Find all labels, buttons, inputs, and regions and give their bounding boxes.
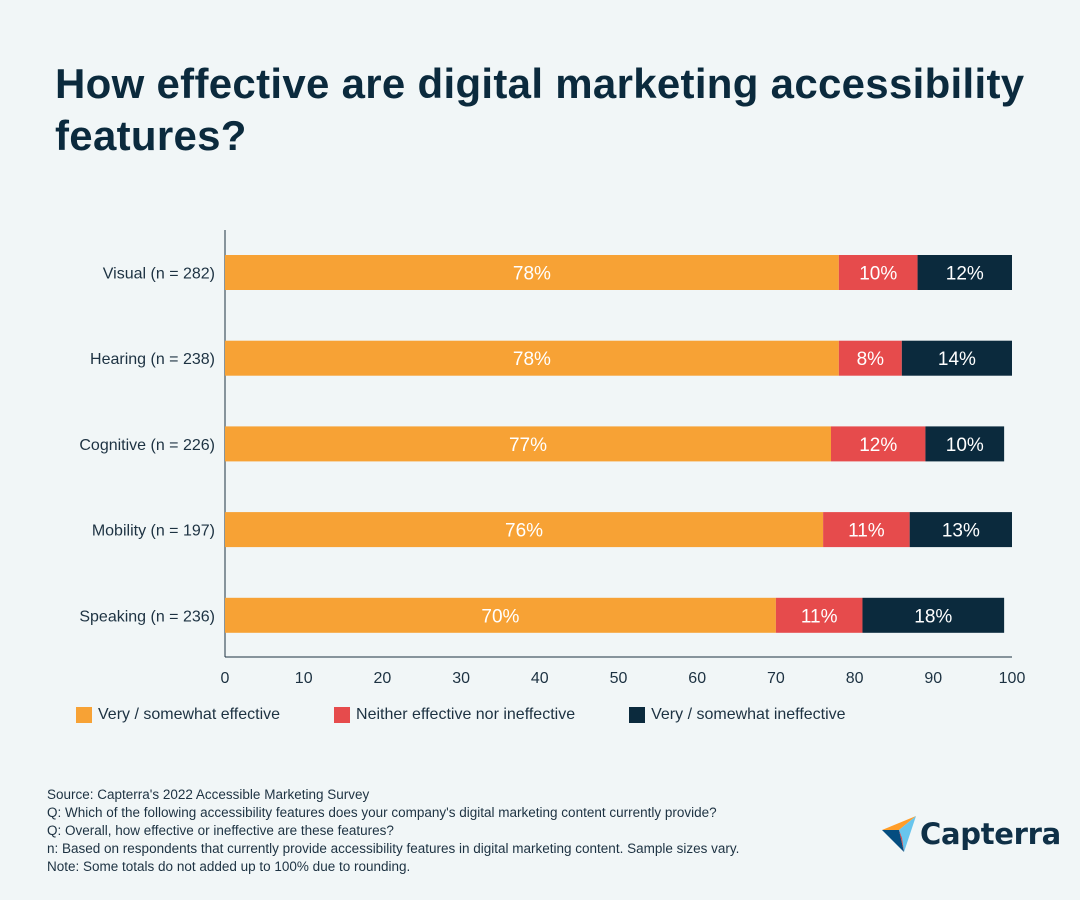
bar-segment <box>838 340 902 376</box>
data-label: 8% <box>857 349 885 370</box>
legend-swatch-ineffective <box>629 707 646 723</box>
bar-segment <box>775 597 863 633</box>
x-tick-label: 30 <box>452 670 470 687</box>
category-label: Cognitive (n = 226) <box>79 437 215 454</box>
data-label: 10% <box>859 264 897 285</box>
data-label: 78% <box>513 264 551 285</box>
bar-segment <box>225 340 839 376</box>
legend-label-effective: Very / somewhat effective <box>98 706 281 723</box>
bar-segment <box>830 426 926 462</box>
bar-segment <box>225 426 831 462</box>
data-label: 78% <box>513 349 551 370</box>
footer-question-2: Q: Overall, how effective or ineffective… <box>47 823 394 838</box>
category-label: Visual (n = 282) <box>103 266 215 283</box>
bar-segment <box>862 597 1005 633</box>
stacked-bar-chart: 0 10 20 30 40 50 60 70 80 90 100 Visual (n = 282) 78… <box>79 230 1026 687</box>
data-label: 76% <box>505 521 543 542</box>
bar-segment <box>917 255 1012 290</box>
data-label: 12% <box>946 264 984 285</box>
data-label: 70% <box>481 606 519 627</box>
bar-segment <box>225 512 824 548</box>
footer-notes: Source: Capterra's 2022 Accessible Marke… <box>47 786 739 876</box>
data-label: 10% <box>946 435 984 456</box>
data-label: 11% <box>848 521 885 542</box>
capterra-logo: Capterra <box>882 816 1061 852</box>
x-tick-label: 60 <box>688 670 706 687</box>
bar-segment <box>838 255 918 290</box>
bar-segment <box>823 512 910 548</box>
chart-title: How effective are digital marketing acce… <box>55 60 1025 159</box>
x-tick-label: 10 <box>295 670 313 687</box>
legend: Very / somewhat effective Neither effect… <box>76 706 900 724</box>
x-tick-label: 40 <box>531 670 549 687</box>
x-tick-label: 50 <box>610 670 628 687</box>
legend-label-neither: Neither effective nor ineffective <box>356 706 576 723</box>
data-label: 77% <box>509 435 547 456</box>
legend-item-neither: Neither effective nor ineffective <box>334 706 575 724</box>
legend-item-ineffective: Very / somewhat ineffective <box>629 706 846 724</box>
category-label: Hearing (n = 238) <box>90 351 215 368</box>
capterra-arrow-icon <box>882 816 916 852</box>
footer-sample-note: n: Based on respondents that currently p… <box>47 841 740 856</box>
data-label: 14% <box>938 349 976 370</box>
legend-swatch-effective <box>76 707 92 723</box>
x-tick-label: 20 <box>374 670 392 687</box>
x-tick-label: 70 <box>767 670 785 687</box>
bar-segment <box>901 340 1012 376</box>
data-label: 18% <box>914 606 952 627</box>
x-tick-label: 0 <box>221 670 230 687</box>
data-label: 11% <box>801 606 838 627</box>
x-tick-label: 80 <box>846 670 864 687</box>
bar-segment <box>225 597 776 633</box>
category-label: Mobility (n = 197) <box>92 523 215 540</box>
legend-swatch-neither <box>334 707 351 723</box>
category-label: Speaking (n = 236) <box>79 608 215 625</box>
footer-source: Source: Capterra's 2022 Accessible Marke… <box>47 787 370 802</box>
data-label: 13% <box>942 521 980 542</box>
bar-segment <box>909 512 1012 548</box>
bar-segment <box>225 255 839 290</box>
legend-item-effective: Very / somewhat effective <box>76 706 280 724</box>
capterra-logo-text: Capterra <box>920 817 1061 851</box>
legend-label-ineffective: Very / somewhat ineffective <box>651 706 846 723</box>
x-tick-label: 100 <box>999 670 1026 687</box>
footer-rounding-note: Note: Some totals do not added up to 100… <box>47 859 411 874</box>
x-tick-label: 90 <box>924 670 942 687</box>
footer-question-1: Q: Which of the following accessibility … <box>47 805 717 820</box>
data-label: 12% <box>859 435 897 456</box>
bar-segment <box>925 426 1005 462</box>
